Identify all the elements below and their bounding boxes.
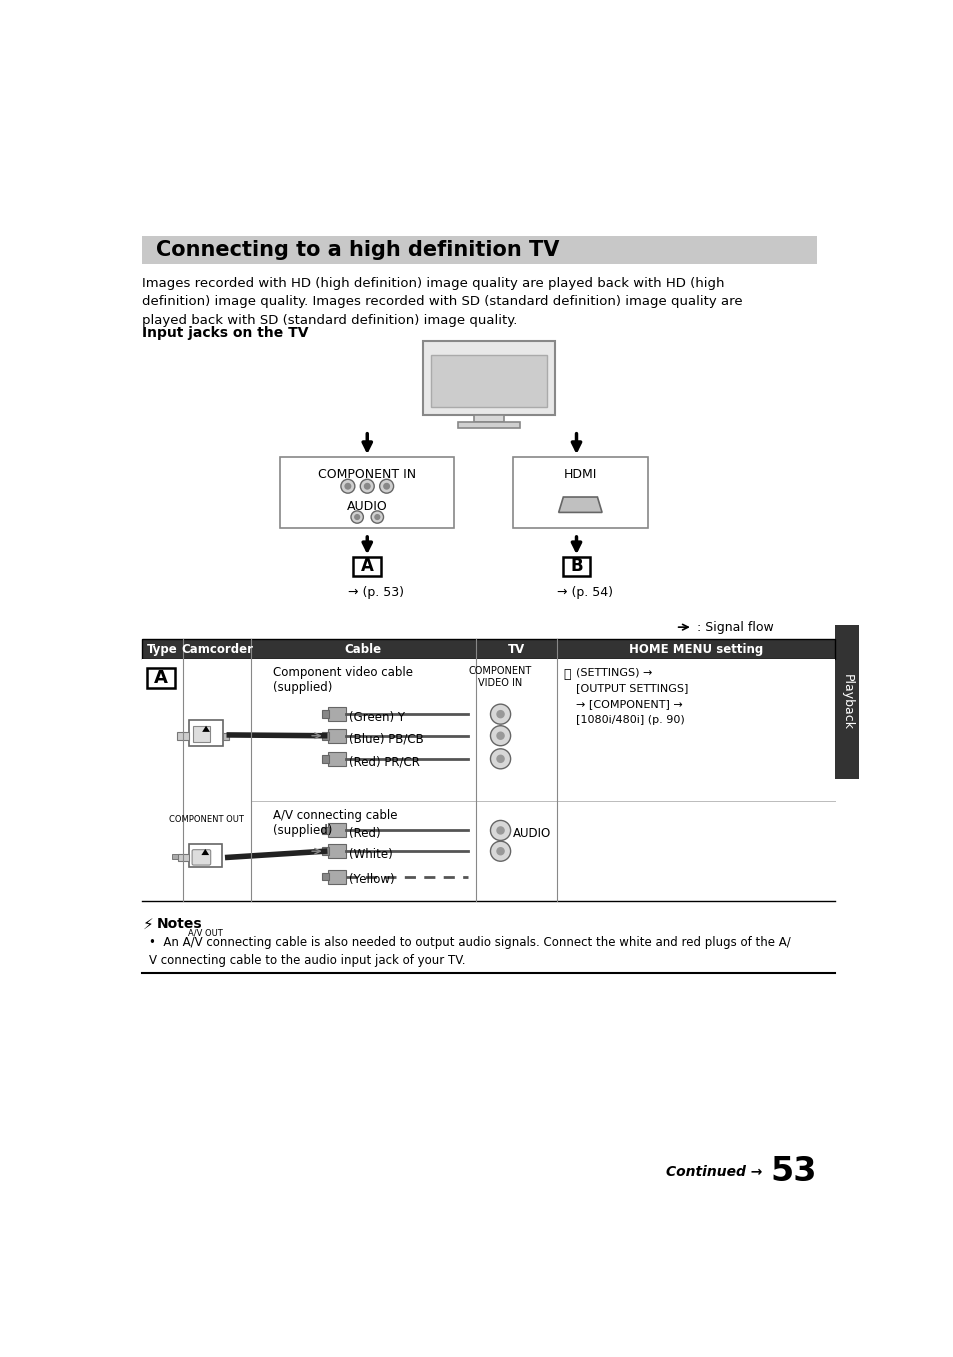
Text: (SETTINGS) →
[OUTPUT SETTINGS]
→ [COMPONENT] →
[1080i/480i] (p. 90): (SETTINGS) → [OUTPUT SETTINGS] → [COMPON…	[575, 668, 687, 725]
Text: A: A	[360, 558, 374, 575]
Text: : Signal flow: : Signal flow	[696, 620, 773, 634]
Text: (White): (White)	[348, 848, 392, 860]
Bar	[142, 801, 835, 901]
Text: Input jacks on the TV: Input jacks on the TV	[142, 326, 309, 341]
Circle shape	[496, 731, 504, 740]
Text: Continued →: Continued →	[665, 1164, 761, 1178]
Bar	[142, 639, 835, 658]
Bar	[321, 754, 328, 763]
Text: Connecting to a high definition TV: Connecting to a high definition TV	[156, 240, 559, 261]
Circle shape	[490, 841, 510, 862]
Bar	[142, 236, 816, 265]
Text: Playback: Playback	[840, 674, 853, 730]
Bar	[328, 707, 345, 721]
Circle shape	[371, 510, 383, 524]
Bar	[321, 731, 328, 740]
Text: Cable: Cable	[344, 643, 381, 655]
Bar	[321, 847, 328, 855]
Bar	[513, 457, 647, 528]
Text: Camcorder: Camcorder	[181, 643, 253, 655]
Text: 💼: 💼	[562, 668, 570, 681]
Bar	[189, 719, 223, 746]
Text: •  An A/V connecting cable is also needed to output audio signals. Connect the w: • An A/V connecting cable is also needed…	[149, 936, 790, 968]
Bar	[431, 356, 546, 407]
Circle shape	[490, 704, 510, 725]
Text: (Green) Y: (Green) Y	[348, 711, 404, 723]
Circle shape	[354, 514, 360, 520]
Bar	[328, 870, 345, 883]
Bar	[193, 726, 210, 742]
Text: TV: TV	[507, 643, 524, 655]
Text: (Red): (Red)	[348, 826, 380, 840]
Polygon shape	[558, 497, 601, 513]
Circle shape	[363, 483, 371, 490]
Text: Notes: Notes	[156, 917, 202, 931]
Bar	[172, 855, 178, 859]
Bar	[328, 824, 345, 837]
Text: ⚡: ⚡	[142, 917, 153, 932]
Text: (Yellow): (Yellow)	[348, 873, 394, 886]
Text: (Red) PR/CR: (Red) PR/CR	[348, 756, 419, 768]
Text: AUDIO: AUDIO	[347, 501, 387, 513]
Bar	[178, 855, 189, 862]
Text: B: B	[570, 558, 582, 575]
Text: A: A	[154, 669, 168, 687]
Bar	[142, 639, 835, 658]
Text: Type: Type	[147, 643, 178, 655]
Polygon shape	[202, 726, 210, 731]
Text: Component video cable
(supplied): Component video cable (supplied)	[273, 666, 413, 695]
Bar	[353, 558, 381, 577]
Circle shape	[496, 710, 504, 718]
Bar	[142, 658, 835, 801]
Circle shape	[351, 510, 363, 524]
Circle shape	[490, 821, 510, 840]
Bar	[328, 752, 345, 765]
Text: 53: 53	[769, 1155, 816, 1187]
Text: AUDIO: AUDIO	[513, 826, 551, 840]
Bar	[457, 422, 519, 427]
Bar	[562, 558, 590, 577]
FancyBboxPatch shape	[192, 849, 211, 864]
Text: HOME MENU setting: HOME MENU setting	[628, 643, 762, 655]
Text: A/V connecting cable
(supplied): A/V connecting cable (supplied)	[273, 809, 396, 837]
Circle shape	[496, 847, 504, 855]
Circle shape	[490, 726, 510, 746]
Circle shape	[490, 749, 510, 769]
Bar	[223, 733, 229, 740]
Bar	[321, 826, 328, 835]
Text: (Blue) PB/CB: (Blue) PB/CB	[348, 733, 423, 745]
Bar	[321, 710, 328, 718]
Bar	[474, 415, 503, 422]
Bar	[321, 873, 328, 881]
Circle shape	[379, 479, 394, 493]
Circle shape	[383, 483, 390, 490]
Bar	[280, 457, 454, 528]
Circle shape	[496, 754, 504, 763]
Text: Images recorded with HD (high definition) image quality are played back with HD : Images recorded with HD (high definition…	[142, 277, 742, 327]
Circle shape	[374, 514, 380, 520]
Bar	[147, 668, 174, 688]
Text: → (p. 54): → (p. 54)	[557, 586, 613, 600]
Bar	[328, 729, 345, 742]
Text: COMPONENT IN: COMPONENT IN	[318, 468, 416, 480]
Circle shape	[360, 479, 374, 493]
Text: COMPONENT
VIDEO IN: COMPONENT VIDEO IN	[469, 666, 532, 688]
Bar	[835, 624, 858, 779]
Text: COMPONENT OUT: COMPONENT OUT	[169, 816, 243, 824]
Circle shape	[340, 479, 355, 493]
Text: A/V OUT: A/V OUT	[188, 928, 222, 938]
Polygon shape	[201, 849, 209, 855]
Bar	[328, 844, 345, 858]
Text: HDMI: HDMI	[563, 468, 597, 480]
Circle shape	[344, 483, 351, 490]
Bar	[422, 342, 555, 415]
Circle shape	[496, 826, 504, 835]
Text: → (p. 53): → (p. 53)	[348, 586, 403, 600]
Bar	[189, 844, 221, 867]
Bar	[176, 731, 189, 740]
